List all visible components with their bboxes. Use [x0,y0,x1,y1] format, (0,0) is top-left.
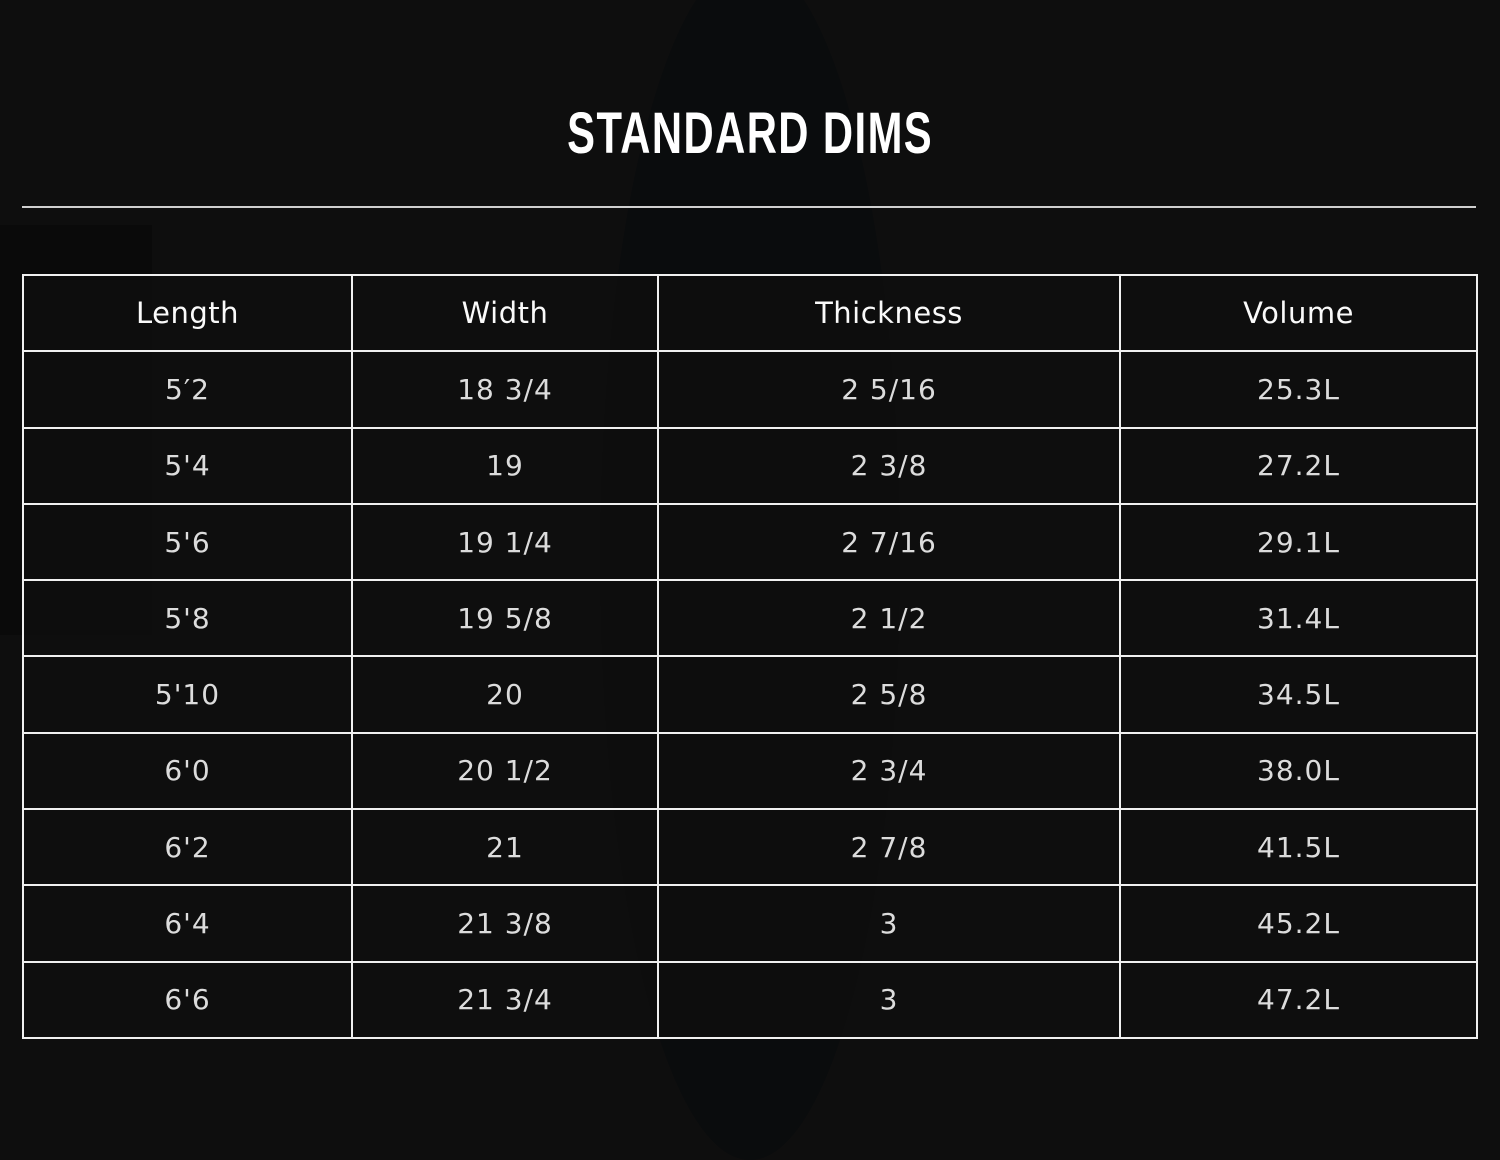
cell-length: 6'2 [22,808,353,887]
table-row: 5′2 18 3/4 2 5/16 25.3L [22,350,1478,429]
cell-length: 5'8 [22,579,353,658]
title-divider [22,206,1476,208]
cell-length: 5′2 [22,350,353,429]
cell-volume: 27.2L [1119,426,1478,505]
cell-width: 21 [351,808,659,887]
cell-thickness: 2 5/8 [657,655,1121,734]
cell-thickness: 2 3/4 [657,731,1121,811]
cell-volume: 38.0L [1119,731,1478,811]
cell-volume: 29.1L [1119,502,1478,582]
cell-thickness: 3 [657,884,1121,963]
header-volume: Volume [1119,273,1478,353]
cell-length: 5'6 [22,502,353,582]
page-title: STANDARD DIMS [567,101,933,166]
header-thickness: Thickness [657,273,1121,353]
table-row: 6'4 21 3/8 3 45.2L [22,884,1478,963]
cell-thickness: 2 5/16 [657,350,1121,429]
modal-title-wrap: STANDARD DIMS [0,100,1500,167]
cell-length: 6'0 [22,731,353,811]
table-row: 6'2 21 2 7/8 41.5L [22,808,1478,887]
cell-width: 19 5/8 [351,579,659,658]
table-header-row: Length Width Thickness Volume [22,273,1478,353]
cell-width: 20 [351,655,659,734]
cell-length: 6'6 [22,960,353,1039]
cell-length: 6'4 [22,884,353,963]
cell-volume: 45.2L [1119,884,1478,963]
cell-length: 5'4 [22,426,353,505]
cell-volume: 41.5L [1119,808,1478,887]
cell-volume: 31.4L [1119,579,1478,658]
header-width: Width [351,273,659,353]
dimensions-table: Length Width Thickness Volume 5′2 18 3/4 2… [22,273,1478,1039]
cell-volume: 47.2L [1119,960,1478,1039]
cell-width: 18 3/4 [351,350,659,429]
table-row: 5'8 19 5/8 2 1/2 31.4L [22,579,1478,658]
cell-width: 21 3/8 [351,884,659,963]
cell-width: 20 1/2 [351,731,659,811]
cell-thickness: 2 1/2 [657,579,1121,658]
cell-volume: 34.5L [1119,655,1478,734]
table-row: 6'0 20 1/2 2 3/4 38.0L [22,731,1478,811]
cell-width: 19 [351,426,659,505]
table-row: 5'6 19 1/4 2 7/16 29.1L [22,502,1478,582]
table-row: 5'4 19 2 3/8 27.2L [22,426,1478,505]
cell-width: 21 3/4 [351,960,659,1039]
cell-thickness: 2 3/8 [657,426,1121,505]
cell-length: 5'10 [22,655,353,734]
table-row: 6'6 21 3/4 3 47.2L [22,960,1478,1039]
cell-width: 19 1/4 [351,502,659,582]
cell-thickness: 2 7/16 [657,502,1121,582]
cell-thickness: 2 7/8 [657,808,1121,887]
cell-thickness: 3 [657,960,1121,1039]
header-length: Length [22,273,353,353]
table-row: 5'10 20 2 5/8 34.5L [22,655,1478,734]
cell-volume: 25.3L [1119,350,1478,429]
